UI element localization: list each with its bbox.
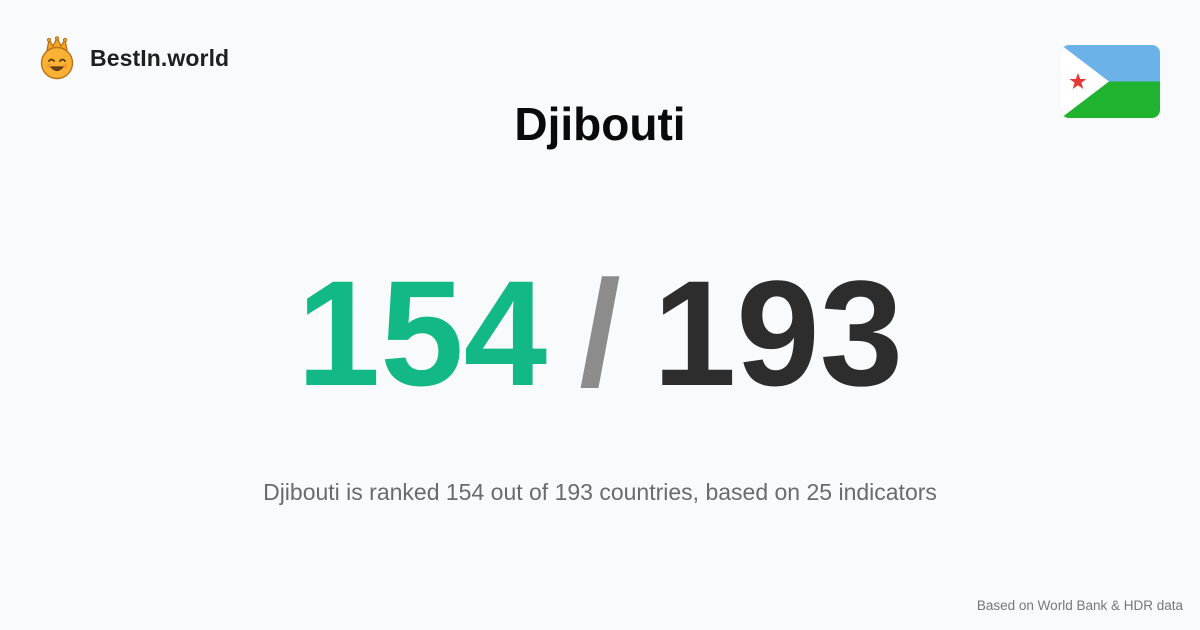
rank-value: 154 (296, 249, 548, 417)
brand-name: BestIn.world (90, 44, 230, 71)
country-title: Djibouti (514, 98, 686, 150)
rank-description: Djibouti is ranked 154 out of 193 countr… (263, 479, 937, 505)
djibouti-flag-icon (1061, 45, 1160, 118)
rank-total: 193 (652, 249, 904, 417)
brand[interactable]: BestIn.world (38, 36, 229, 80)
crowned-smiley-icon (38, 36, 76, 80)
data-source-note: Based on World Bank & HDR data (976, 598, 1183, 613)
rank-separator: / (579, 249, 621, 417)
rank-score: 154/193 (0, 253, 1200, 413)
